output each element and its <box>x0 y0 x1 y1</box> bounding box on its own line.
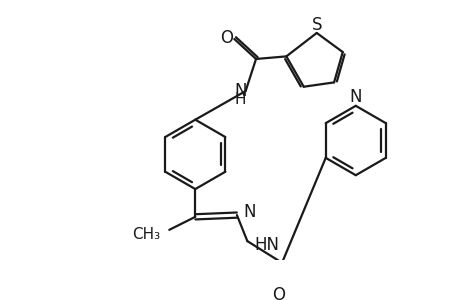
Text: HN: HN <box>254 236 279 254</box>
Text: N: N <box>234 82 246 100</box>
Text: O: O <box>219 29 233 47</box>
Text: N: N <box>242 203 255 221</box>
Text: N: N <box>349 88 361 106</box>
Text: O: O <box>271 286 285 300</box>
Text: H: H <box>234 92 246 107</box>
Text: S: S <box>312 16 322 34</box>
Text: CH₃: CH₃ <box>132 227 160 242</box>
